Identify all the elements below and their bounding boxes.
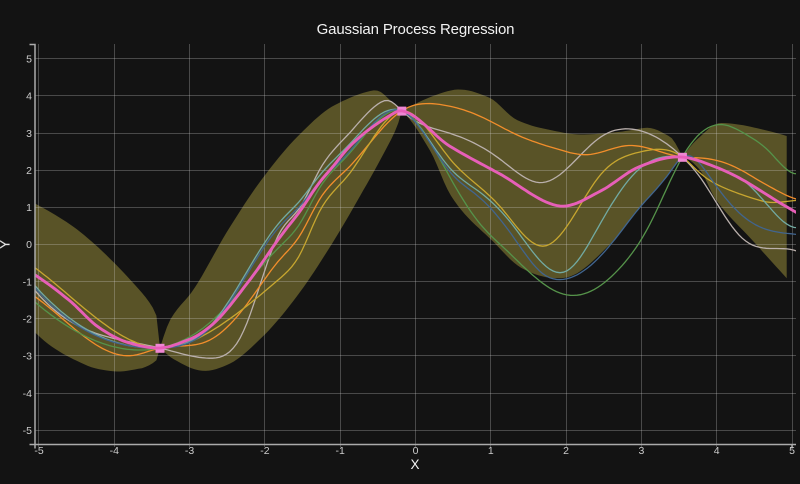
svg-text:2: 2 xyxy=(26,165,32,177)
svg-text:Gaussian Process Regression: Gaussian Process Regression xyxy=(317,21,515,38)
svg-text:5: 5 xyxy=(26,54,32,66)
svg-text:-5: -5 xyxy=(34,445,43,457)
svg-text:0: 0 xyxy=(413,445,419,457)
svg-text:5: 5 xyxy=(789,445,795,457)
svg-text:-4: -4 xyxy=(23,388,32,400)
svg-text:-1: -1 xyxy=(336,445,345,457)
svg-text:-1: -1 xyxy=(23,276,32,288)
svg-text:4: 4 xyxy=(714,445,720,457)
svg-text:-5: -5 xyxy=(23,425,32,437)
svg-text:-2: -2 xyxy=(23,314,32,326)
svg-text:Y: Y xyxy=(0,240,13,249)
svg-text:4: 4 xyxy=(26,91,32,103)
svg-text:-4: -4 xyxy=(110,445,119,457)
svg-text:0: 0 xyxy=(26,239,32,251)
svg-text:3: 3 xyxy=(26,128,32,140)
svg-text:X: X xyxy=(410,457,419,472)
svg-text:-3: -3 xyxy=(185,445,194,457)
svg-text:-3: -3 xyxy=(23,351,32,363)
svg-text:1: 1 xyxy=(488,445,494,457)
svg-text:2: 2 xyxy=(563,445,569,457)
svg-text:-2: -2 xyxy=(260,445,269,457)
svg-text:3: 3 xyxy=(638,445,644,457)
svg-text:1: 1 xyxy=(26,202,32,214)
